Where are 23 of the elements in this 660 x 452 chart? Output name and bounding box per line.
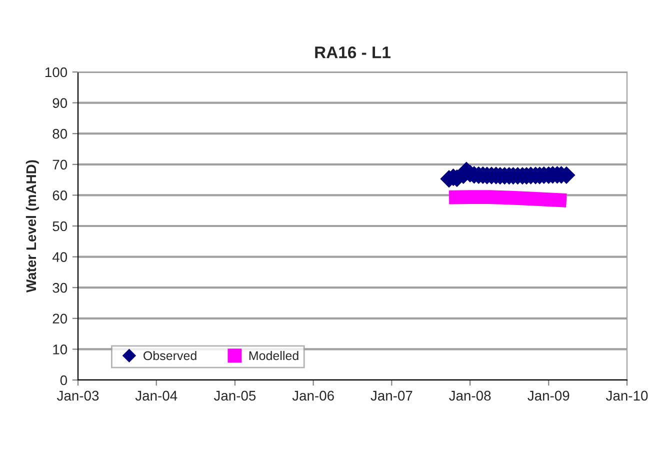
x-tick-label: Jan-06 [292,390,334,401]
y-tick-label: 80 [52,128,68,139]
y-tick-label: 50 [52,221,68,232]
x-tick-label: Jan-08 [449,390,491,401]
y-tick-label: 20 [52,314,68,324]
legend-label: Observed [144,350,196,360]
chart-title: RA16 - L1 [315,46,390,58]
y-tick-label: 0 [60,375,68,386]
x-tick-label: Jan-09 [528,390,570,401]
y-tick-label: 100 [45,67,68,78]
legend-label: Modelled [249,350,298,360]
x-tick-label: Jan-05 [214,390,256,401]
y-tick-label: 70 [52,160,68,170]
y-tick-label: 90 [52,98,68,108]
x-tick-label: Jan-03 [56,390,99,401]
y-tick-label: 40 [52,252,68,262]
y-tick-label: 60 [52,190,68,200]
x-tick-label: Jan-04 [135,390,178,401]
x-tick-label: Jan-07 [370,390,412,401]
y-axis-title: Water Level (mAHD) [26,160,39,292]
x-tick-label: Jan-10 [606,390,648,401]
y-tick-label: 30 [52,282,68,293]
y-tick-label: 10 [53,344,68,354]
